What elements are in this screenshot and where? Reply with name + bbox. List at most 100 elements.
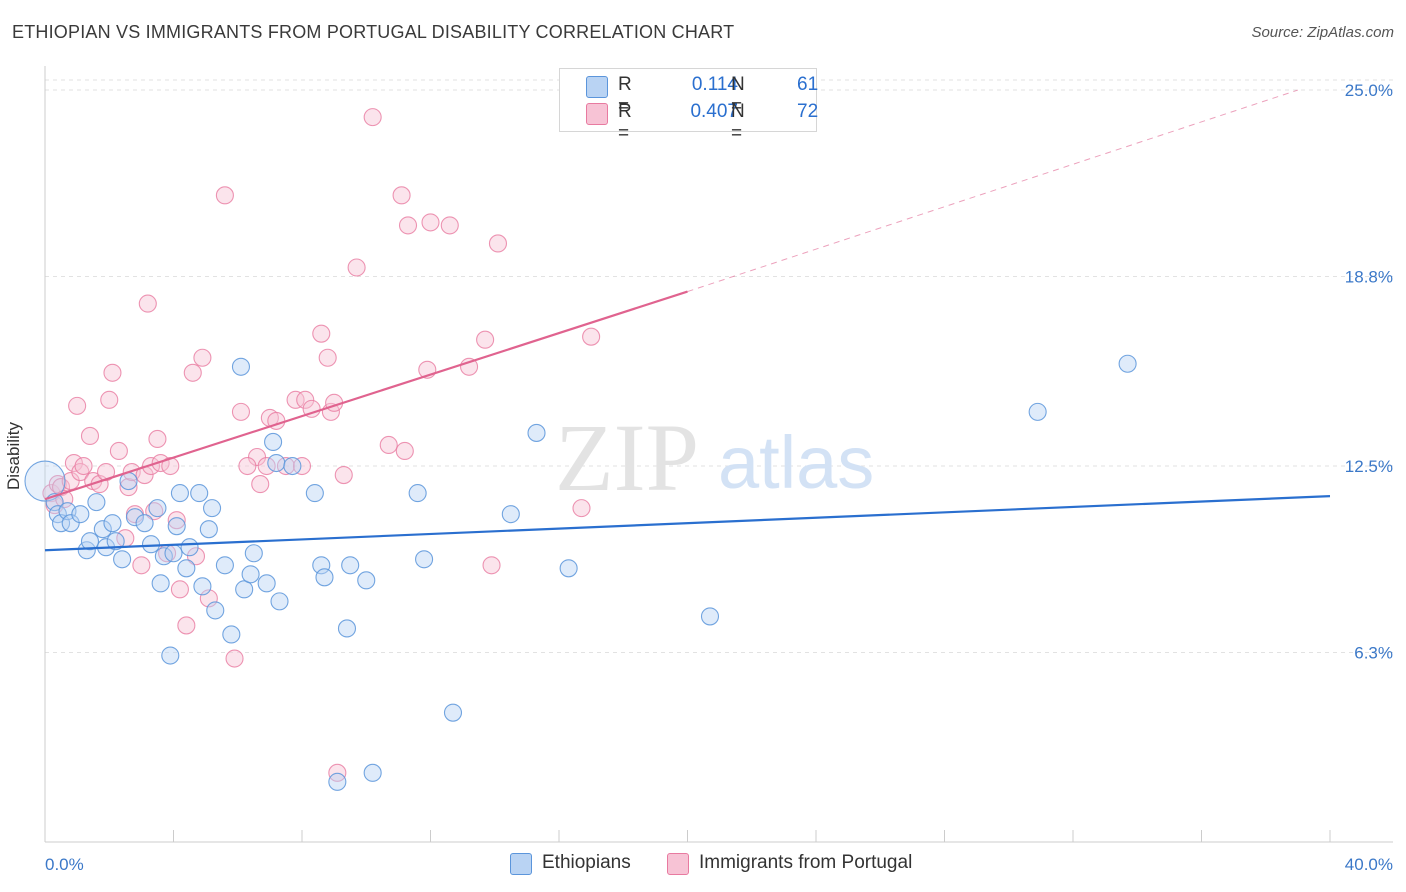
ethiopians-point — [151, 574, 170, 593]
ethiopians-point — [312, 556, 331, 575]
portugal-point — [148, 429, 167, 449]
y-tick-label: 6.3% — [1354, 644, 1393, 663]
watermark: ZIP atlas — [555, 404, 874, 511]
series-portugal-points — [42, 108, 601, 782]
ethiopians-point — [341, 556, 360, 575]
portugal-point — [292, 456, 312, 476]
ethiopians-point — [328, 772, 347, 791]
portugal-point — [225, 649, 244, 668]
y-tick-label: 18.8% — [1345, 268, 1393, 287]
legend-box: R = 0.114 N = 61 R = 0.407 N = 72 — [559, 68, 818, 144]
legend-n-label: N = — [731, 74, 745, 117]
ethiopians-point — [199, 520, 218, 539]
ethiopians-point — [167, 517, 186, 536]
ethiopians-point — [363, 763, 382, 782]
ethiopians-point — [161, 646, 180, 665]
trend-lines — [44, 89, 1331, 552]
portugal-point — [177, 616, 196, 635]
portugal-point — [231, 402, 251, 421]
legend-swatch-blue — [586, 76, 608, 98]
portugal-trend-line — [44, 290, 688, 501]
watermark-atlas: atlas — [718, 421, 874, 504]
ethiopians-point — [1118, 354, 1137, 373]
ethiopians-point — [71, 505, 90, 524]
portugal-point — [68, 396, 87, 415]
portugal-point — [238, 456, 257, 476]
ethiopians-point — [125, 508, 144, 527]
portugal-point — [392, 186, 411, 205]
portugal-point — [251, 475, 270, 494]
tick-labels: 6.3% 12.5% 18.8% 25.0% 0.0% 40.0% — [45, 81, 1393, 874]
bottom-legend-swatch-blue — [510, 853, 532, 875]
bottom-legend-swatch-pink — [667, 853, 689, 875]
ethiopians-point — [415, 550, 434, 569]
ethiopians-point — [206, 601, 225, 620]
portugal-point — [247, 447, 267, 467]
portugal-point — [395, 441, 414, 461]
x-tick-label-min: 0.0% — [45, 855, 84, 874]
ethiopians-point — [305, 484, 324, 503]
portugal-point — [138, 294, 157, 313]
ethiopians-trend-line — [44, 495, 1331, 552]
ethiopians-point — [235, 580, 254, 599]
ethiopians-point — [61, 514, 80, 533]
portugal-trend-extension — [687, 89, 1299, 293]
ethiopians-point — [337, 619, 357, 638]
portugal-point — [363, 108, 382, 127]
legend-r-label: R = — [618, 74, 632, 117]
portugal-point — [286, 390, 305, 409]
ethiopians-point — [87, 493, 106, 512]
portugal-point — [379, 435, 398, 455]
ethiopians-point — [215, 556, 234, 575]
portugal-point — [167, 511, 186, 530]
legend-r-value: 0.114 — [691, 74, 738, 95]
portugal-point — [476, 330, 495, 349]
ethiopians-point — [241, 565, 260, 584]
ethiopians-point — [103, 514, 122, 533]
bottom-legend-label: Immigrants from Portugal — [699, 852, 913, 873]
ethiopians-point — [264, 432, 283, 452]
portugal-point — [170, 580, 189, 599]
axes — [44, 66, 1393, 843]
ethiopians-point — [180, 538, 199, 557]
source-label: Source: ZipAtlas.com — [1251, 24, 1394, 41]
ethiopians-point — [501, 505, 520, 524]
watermark-zip: ZIP — [555, 404, 699, 511]
legend-swatch-pink — [586, 103, 608, 125]
portugal-point — [296, 390, 315, 409]
bottom-legend-label: Ethiopians — [542, 852, 631, 873]
ethiopians-point — [231, 357, 251, 376]
ethiopians-point — [113, 550, 132, 569]
portugal-point — [100, 390, 119, 409]
portugal-point — [119, 478, 138, 497]
chart-title: ETHIOPIAN VS IMMIGRANTS FROM PORTUGAL DI… — [12, 22, 735, 42]
portugal-point — [132, 556, 151, 575]
ethiopians-point — [222, 625, 241, 644]
ethiopians-point — [170, 484, 189, 503]
y-tick-label: 12.5% — [1345, 457, 1393, 476]
ethiopians-point — [443, 703, 463, 722]
ethiopians-point — [93, 520, 112, 539]
ethiopians-point — [164, 544, 183, 563]
ethiopians-point — [80, 532, 100, 551]
ethiopians-point — [141, 535, 161, 554]
ethiopians-point — [700, 607, 720, 626]
series-ethiopians-points — [24, 354, 1137, 791]
portugal-point — [80, 426, 100, 445]
ethiopians-point — [408, 484, 427, 503]
portugal-point — [482, 556, 501, 575]
portugal-point — [440, 216, 459, 235]
ethiopians-point — [267, 453, 286, 473]
portugal-point — [103, 363, 122, 382]
ethiopians-point — [193, 577, 212, 596]
ethiopians-point — [559, 559, 578, 578]
ethiopians-point — [190, 484, 209, 503]
ethiopians-point — [148, 499, 167, 518]
portugal-point — [109, 441, 128, 461]
legend-r-label: R = — [618, 101, 632, 144]
portugal-point — [334, 465, 353, 485]
portugal-point — [193, 348, 212, 367]
ethiopians-point — [24, 460, 66, 502]
ethiopians-point — [106, 532, 125, 551]
